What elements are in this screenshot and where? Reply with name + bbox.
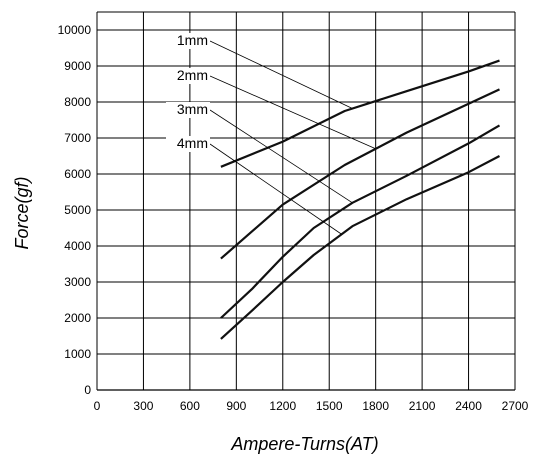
- leader-line-1mm: [209, 40, 353, 109]
- x-tick-label: 2700: [502, 399, 529, 413]
- leader-line-3mm: [209, 109, 353, 204]
- series-line-2mm: [220, 88, 500, 260]
- series-leader-lines: [209, 40, 376, 235]
- x-tick-label: 2100: [409, 399, 436, 413]
- x-tick-label: 1200: [269, 399, 296, 413]
- series-labels: 1mm 2mm 3mm 4mm: [166, 32, 210, 152]
- x-tick-label: 300: [133, 399, 153, 413]
- leader-line-2mm: [209, 75, 376, 150]
- series-line-1mm: [220, 59, 500, 168]
- y-tick-label: 3000: [64, 275, 91, 289]
- series-label-1mm: 1mm: [177, 32, 208, 48]
- y-tick-label: 10000: [58, 23, 92, 37]
- series-label-background: [166, 33, 210, 49]
- y-tick-label: 5000: [64, 203, 91, 217]
- x-tick-label: 2400: [455, 399, 482, 413]
- x-tick-label: 1500: [316, 399, 343, 413]
- grid: [96, 11, 516, 391]
- series-line-4mm: [220, 155, 501, 340]
- x-tick-label: 0: [94, 399, 101, 413]
- x-axis-title: Ampere-Turns(AT): [230, 434, 378, 454]
- y-tick-label: 9000: [64, 59, 91, 73]
- x-tick-label: 900: [226, 399, 246, 413]
- y-tick-label: 2000: [64, 311, 91, 325]
- y-tick-label: 8000: [64, 95, 91, 109]
- x-tick-label: 1800: [362, 399, 389, 413]
- series-line-3mm: [220, 124, 501, 319]
- series-label-background: [166, 68, 210, 84]
- series-label-3mm: 3mm: [177, 101, 208, 117]
- y-tick-label: 4000: [64, 239, 91, 253]
- leader-line-4mm: [209, 143, 342, 235]
- series-lines: [220, 59, 501, 340]
- y-tick-label: 6000: [64, 167, 91, 181]
- tick-labels: 0 300 600 900 1200 1500 1800 2100 2400 2700 0 1000 2…: [58, 23, 529, 413]
- series-label-2mm: 2mm: [177, 67, 208, 83]
- y-tick-label: 0: [84, 383, 91, 397]
- series-label-4mm: 4mm: [177, 135, 208, 151]
- series-label-background: [166, 136, 210, 152]
- series-label-background: [166, 102, 210, 118]
- y-tick-label: 1000: [64, 347, 91, 361]
- y-tick-label: 7000: [64, 131, 91, 145]
- x-tick-label: 600: [180, 399, 200, 413]
- y-axis-title: Force(gf): [12, 176, 32, 249]
